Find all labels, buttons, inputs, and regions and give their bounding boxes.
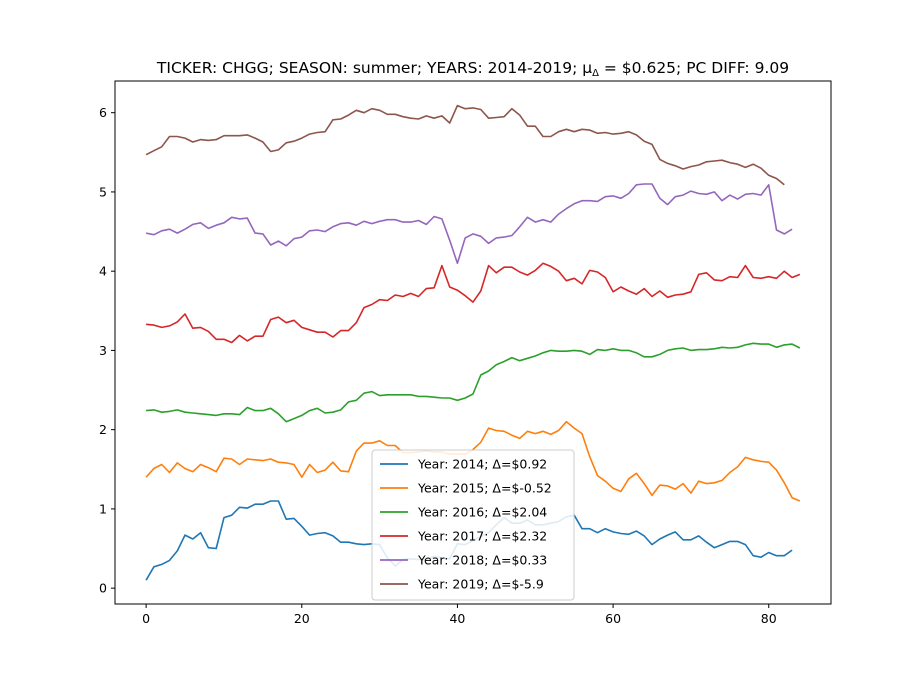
series-line-5 <box>145 183 793 265</box>
x-tick-label: 40 <box>449 611 465 626</box>
y-tick-label: 2 <box>99 422 107 437</box>
y-tick-label: 5 <box>99 184 107 199</box>
series-line-4 <box>146 262 801 344</box>
chart-title: TICKER: CHGG; SEASON: summer; YEARS: 201… <box>156 59 789 79</box>
legend-label: Year: 2016; Δ=$2.04 <box>417 505 547 520</box>
y-tick-label: 1 <box>99 501 107 516</box>
y-tick-label: 3 <box>99 343 107 358</box>
x-tick-label: 60 <box>605 611 621 626</box>
legend-label: Year: 2019; Δ=$-5.9 <box>417 577 544 592</box>
y-tick-label: 0 <box>99 581 107 596</box>
series-line-3 <box>146 342 801 423</box>
legend-label: Year: 2015; Δ=$-0.52 <box>417 481 552 496</box>
legend: Year: 2014; Δ=$0.92 Year: 2015; Δ=$-0.52 Y… <box>371 449 575 601</box>
x-tick-label: 80 <box>761 611 777 626</box>
series-line-6 <box>145 104 785 186</box>
y-tick-label: 4 <box>99 264 107 279</box>
legend-box <box>371 449 575 601</box>
legend-label: Year: 2014; Δ=$0.92 <box>417 457 547 472</box>
x-tick-label: 20 <box>294 611 310 626</box>
legend-label: Year: 2017; Δ=$2.32 <box>417 529 547 544</box>
axes-frame <box>114 80 832 605</box>
x-tick-label: 0 <box>142 611 150 626</box>
legend-label: Year: 2018; Δ=$0.33 <box>417 553 547 568</box>
ticks-layer: 0 20 40 60 80 0 1 2 3 4 5 6 <box>99 105 777 626</box>
y-tick-label: 6 <box>99 105 107 120</box>
